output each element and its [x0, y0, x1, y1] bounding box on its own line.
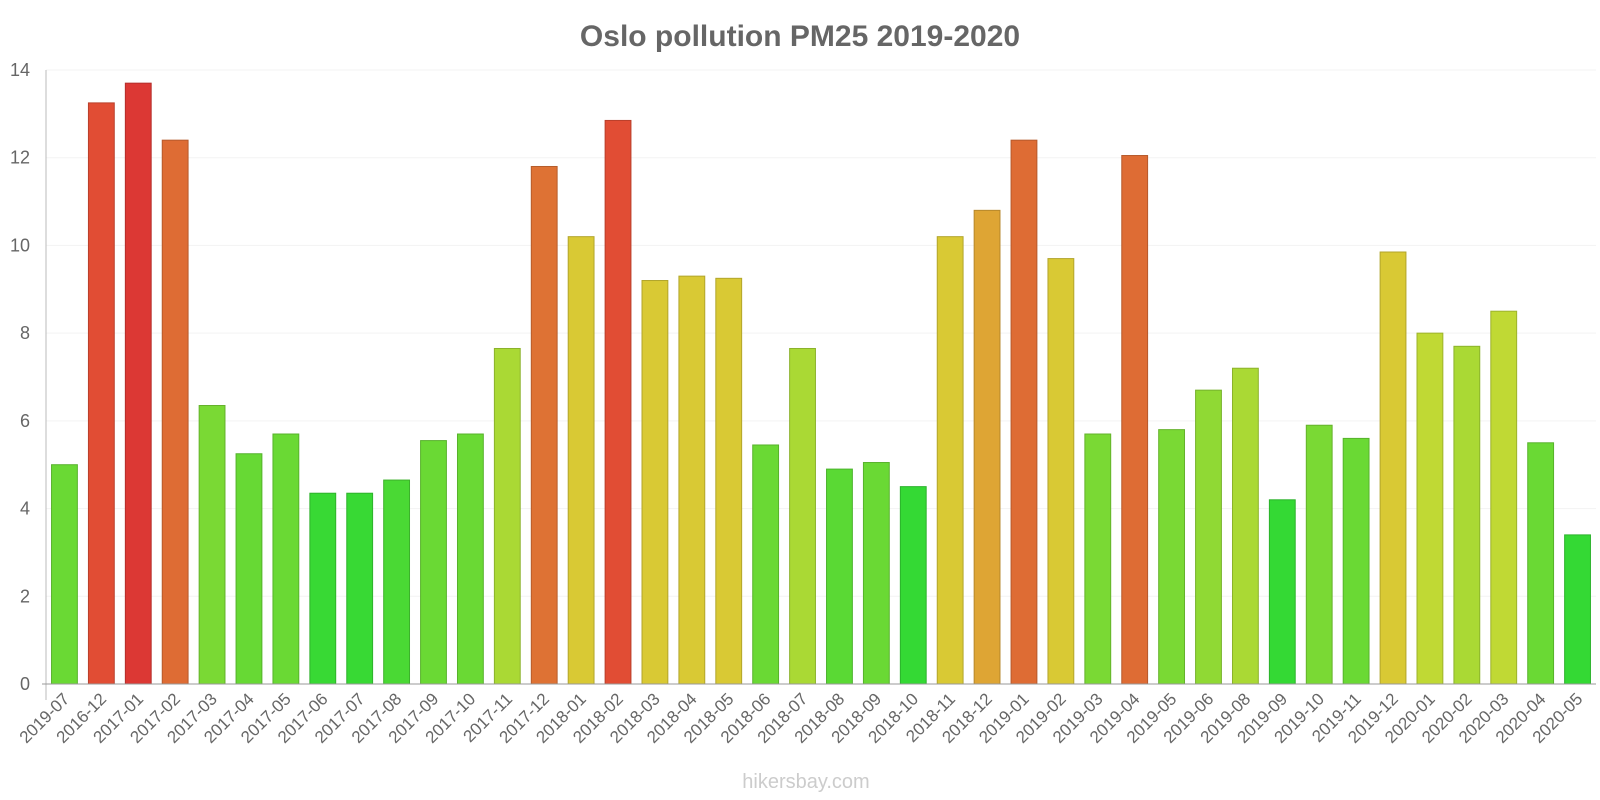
bar-2017-10	[456, 433, 484, 685]
bar-2019-04	[1121, 155, 1149, 685]
bar-2020-04	[1527, 442, 1555, 685]
bars	[51, 82, 1591, 685]
chart-title: Oslo pollution PM25 2019-2020	[580, 20, 1020, 53]
bar-2017-07	[346, 492, 374, 685]
bar-2020-05	[1564, 534, 1591, 685]
bar-2019-01	[1010, 139, 1038, 685]
bar-2018-07	[789, 347, 816, 685]
bar-2020-01	[1416, 332, 1444, 685]
bar-2020-03	[1490, 310, 1518, 685]
bar-2017-02	[161, 139, 189, 685]
bar-2017-06	[309, 492, 337, 685]
bar-2019-06	[1195, 389, 1222, 685]
bar-2018-05	[715, 277, 743, 685]
bar-2017-05	[272, 433, 300, 685]
bar-2017-03	[198, 405, 226, 685]
bar-2019-05	[1158, 429, 1186, 685]
bar-2019-07	[51, 464, 78, 685]
bar-2017-09	[420, 440, 447, 685]
y-tick-label: 8	[20, 323, 30, 343]
watermark: hikersbay.com	[742, 771, 869, 793]
bar-2018-10	[899, 486, 927, 685]
bar-2016-12	[87, 102, 115, 685]
bar-2017-04	[235, 453, 263, 685]
bar-2018-12	[973, 209, 1001, 685]
y-tick-label: 6	[20, 411, 30, 431]
y-axis: 0 2 4 6 8 10 12 14	[10, 60, 47, 700]
bar-2019-10	[1305, 424, 1333, 685]
bar-2017-01	[124, 82, 152, 685]
y-tick-label: 2	[20, 586, 30, 606]
bar-2018-09	[862, 462, 890, 685]
bar-2017-12	[530, 165, 558, 685]
y-tick-label: 12	[10, 148, 30, 168]
y-tick-label: 14	[10, 60, 30, 80]
bar-2017-11	[493, 347, 521, 685]
grid-lines	[46, 69, 1596, 597]
bar-2018-11	[936, 236, 964, 685]
bar-2017-08	[383, 479, 411, 685]
bar-2018-01	[567, 236, 595, 685]
x-axis: 2019-072016-122017-012017-022017-032017-…	[16, 683, 1596, 747]
y-tick-label: 4	[20, 499, 30, 519]
y-tick-label: 0	[20, 674, 30, 694]
bar-2018-02	[604, 119, 632, 685]
bar-2019-09	[1268, 499, 1296, 685]
bar-2020-02	[1453, 345, 1481, 685]
bar-2018-03	[641, 280, 669, 685]
bar-2019-11	[1342, 437, 1370, 685]
bar-2019-12	[1379, 251, 1407, 685]
bar-2018-04	[678, 275, 706, 685]
bar-2019-02	[1047, 258, 1075, 685]
bar-2018-08	[826, 468, 853, 685]
bar-2018-06	[752, 444, 780, 685]
bar-2019-03	[1084, 433, 1112, 685]
bar-2019-08	[1231, 367, 1259, 685]
y-tick-label: 10	[10, 235, 30, 255]
